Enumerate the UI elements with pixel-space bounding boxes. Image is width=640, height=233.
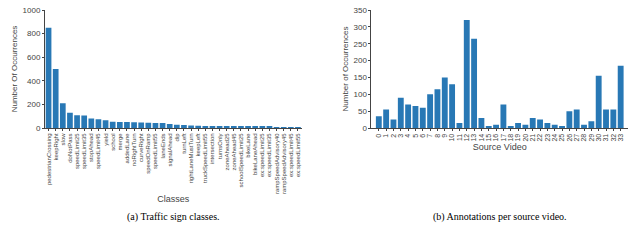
svg-text:bikeLaneAhead: bikeLaneAhead	[252, 133, 258, 175]
svg-text:23: 23	[544, 134, 551, 142]
svg-text:signalAhead: signalAhead	[167, 133, 173, 166]
svg-text:22: 22	[536, 134, 543, 142]
svg-text:30: 30	[595, 134, 602, 142]
svg-text:zoneAhead25: zoneAhead25	[224, 133, 230, 171]
svg-text:33: 33	[617, 134, 624, 142]
svg-text:24: 24	[551, 134, 558, 142]
svg-text:laneEnds: laneEnds	[160, 133, 166, 158]
svg-text:9: 9	[441, 134, 448, 138]
svg-text:dip: dip	[174, 133, 180, 142]
svg-text:0: 0	[36, 124, 41, 133]
svg-text:29: 29	[588, 134, 595, 142]
svg-text:50: 50	[358, 107, 367, 116]
svg-text:Number Of Occurrences: Number Of Occurrences	[10, 26, 19, 113]
svg-text:(b) Annotations per source vid: (b) Annotations per source video.	[433, 211, 567, 223]
svg-text:4: 4	[404, 134, 411, 138]
svg-text:21: 21	[529, 134, 536, 142]
svg-text:5: 5	[412, 134, 419, 138]
svg-text:pedestrianCrossing: pedestrianCrossing	[46, 133, 52, 185]
svg-text:200: 200	[354, 56, 368, 65]
svg-text:turnsOnly: turnsOnly	[217, 133, 223, 159]
svg-text:Classes: Classes	[157, 194, 190, 204]
svg-text:speedOnRamp: speedOnRamp	[145, 133, 151, 174]
svg-text:slow: slow	[60, 133, 66, 146]
svg-text:8: 8	[434, 134, 441, 138]
svg-text:curveRight: curveRight	[138, 133, 144, 162]
svg-text:28: 28	[580, 134, 587, 142]
svg-text:25: 25	[558, 134, 565, 142]
svg-text:16: 16	[492, 134, 499, 142]
svg-text:turnLeft: turnLeft	[181, 133, 187, 154]
svg-text:doNotPass: doNotPass	[67, 133, 73, 162]
svg-text:0: 0	[375, 134, 382, 138]
svg-text:Number of Occurrences: Number of Occurrences	[341, 27, 350, 112]
svg-text:school: school	[110, 133, 116, 150]
svg-text:12: 12	[463, 134, 470, 142]
svg-text:rampSpeedAdvisory45: rampSpeedAdvisory45	[281, 133, 287, 194]
svg-text:3: 3	[397, 134, 404, 138]
svg-text:200: 200	[27, 100, 41, 109]
svg-text:350: 350	[354, 6, 368, 15]
svg-text:bikeLane: bikeLane	[245, 133, 251, 158]
svg-text:Source Video: Source Video	[473, 142, 527, 152]
svg-text:0: 0	[362, 124, 367, 133]
svg-text:13: 13	[470, 134, 477, 142]
svg-text:keepLeft: keepLeft	[195, 133, 201, 156]
svg-text:ex:speedLimit35: ex:speedLimit35	[266, 133, 272, 177]
svg-text:600: 600	[27, 53, 41, 62]
svg-text:250: 250	[354, 40, 368, 49]
svg-text:400: 400	[27, 77, 41, 86]
svg-text:10: 10	[448, 134, 455, 142]
svg-text:merge: merge	[117, 133, 123, 151]
svg-text:800: 800	[27, 29, 41, 38]
svg-text:speedLimit55: speedLimit55	[152, 133, 158, 169]
svg-text:17: 17	[500, 134, 507, 142]
svg-text:27: 27	[573, 134, 580, 142]
svg-text:1: 1	[382, 134, 389, 138]
svg-text:intersection: intersection	[209, 133, 215, 164]
svg-text:7: 7	[426, 134, 433, 138]
svg-text:ex:speedLimit45: ex:speedLimit45	[288, 133, 294, 177]
svg-text:15: 15	[485, 134, 492, 142]
svg-text:14: 14	[478, 134, 485, 142]
svg-text:11: 11	[456, 134, 463, 141]
svg-text:6: 6	[419, 134, 426, 138]
svg-text:1000: 1000	[23, 6, 41, 15]
svg-text:rightLaneMustTurn: rightLaneMustTurn	[188, 133, 194, 183]
svg-text:rampSpeedAdvisory40: rampSpeedAdvisory40	[274, 133, 280, 194]
svg-text:stopAhead: stopAhead	[88, 133, 94, 162]
svg-text:26: 26	[566, 134, 573, 142]
svg-text:yield: yield	[103, 133, 109, 145]
svg-text:31: 31	[602, 134, 609, 142]
svg-text:keepRight: keepRight	[53, 133, 59, 160]
svg-text:(a) Traffic sign classes.: (a) Traffic sign classes.	[127, 211, 220, 223]
svg-text:19: 19	[514, 134, 521, 142]
svg-text:100: 100	[354, 90, 368, 99]
svg-text:schoolSpeedLimit25: schoolSpeedLimit25	[238, 133, 244, 188]
svg-text:ex:speedLimit55: ex:speedLimit55	[295, 133, 301, 177]
svg-text:32: 32	[610, 134, 617, 142]
svg-text:addedLane: addedLane	[124, 133, 130, 164]
svg-text:300: 300	[354, 23, 368, 32]
svg-text:truckSpeedLimit55: truckSpeedLimit55	[202, 133, 208, 183]
svg-text:noRightTurn: noRightTurn	[131, 133, 137, 166]
svg-text:2: 2	[390, 134, 397, 138]
svg-text:150: 150	[354, 73, 368, 82]
svg-text:ex:speedLimit25: ex:speedLimit25	[259, 133, 265, 177]
svg-text:zoneAhead45: zoneAhead45	[231, 133, 237, 171]
svg-text:20: 20	[522, 134, 529, 142]
svg-text:speedLimit35: speedLimit35	[81, 133, 87, 169]
svg-text:speedLimit25: speedLimit25	[74, 133, 80, 169]
svg-text:18: 18	[507, 134, 514, 142]
svg-text:speedLimit45: speedLimit45	[95, 133, 101, 169]
